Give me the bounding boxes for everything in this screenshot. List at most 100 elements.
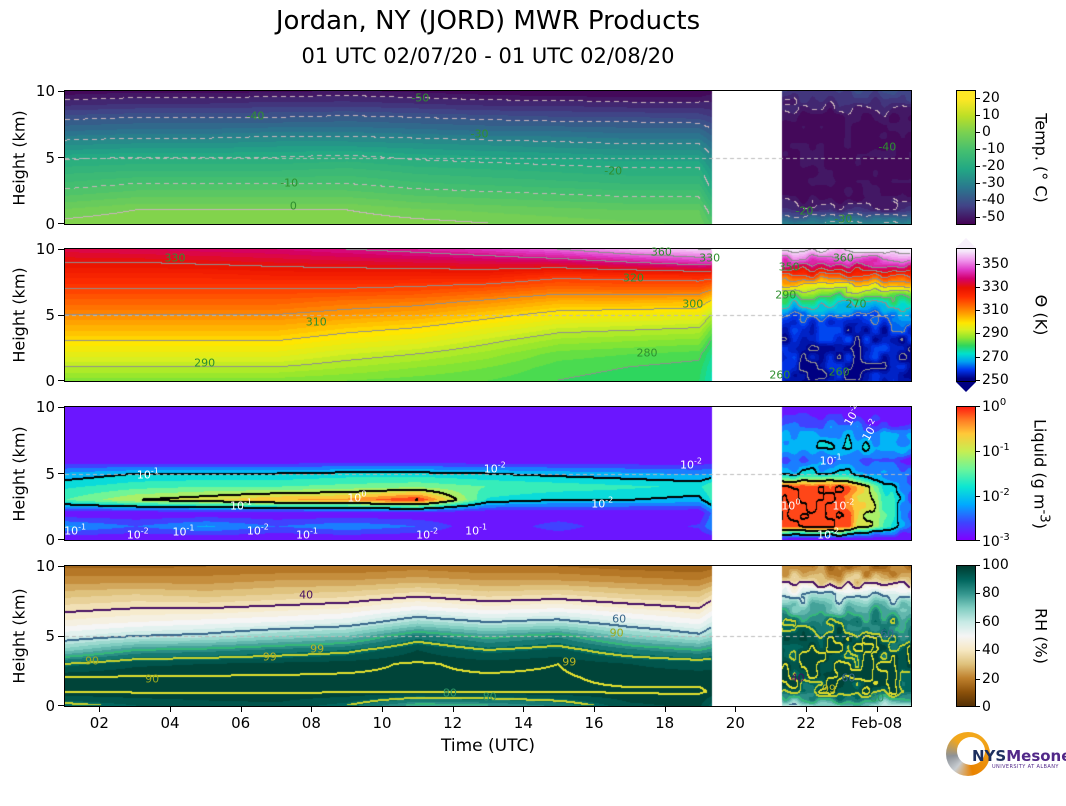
y-tick-label: 0 — [45, 531, 55, 549]
x-tick-label: 02 — [89, 714, 109, 732]
colorbar-tick — [976, 216, 980, 218]
x-tick — [523, 707, 525, 712]
colorbar-tick — [976, 379, 980, 381]
x-tick-label: 04 — [160, 714, 180, 732]
y-tick-label: 0 — [45, 215, 55, 233]
colorbar-tick — [976, 593, 980, 595]
colorbar-tick-label: 0 — [982, 699, 991, 715]
y-axis-title: Height (km) — [9, 109, 29, 206]
contour-label: 90 — [85, 654, 100, 667]
contour-label: 290 — [775, 288, 797, 302]
contour-label: 90 — [145, 672, 160, 686]
contour-label: 80 — [442, 686, 457, 700]
x-tick — [664, 707, 666, 712]
y-tick — [58, 705, 64, 706]
colorbar-rh — [956, 565, 976, 707]
y-tick — [58, 249, 64, 250]
x-tick-label: 20 — [725, 714, 745, 732]
colorbar-tick-label: 100 — [982, 557, 1009, 573]
colorbar-tick-label: 10-3 — [982, 532, 1010, 550]
contour-label: 270 — [845, 297, 867, 311]
x-tick-label: 08 — [301, 714, 321, 732]
colorbar-tick-label: 290 — [982, 325, 1009, 342]
mesonet-swirl-icon — [946, 732, 990, 776]
colorbar-tick — [976, 264, 980, 266]
x-axis-title: Time (UTC) — [441, 736, 535, 756]
colorbar-tick — [976, 451, 980, 452]
contour-label: 90 — [609, 626, 624, 639]
colorbar-title-temperature: Temp. (° C) — [1031, 112, 1051, 203]
contour-label: 280 — [636, 346, 658, 360]
x-tick — [452, 707, 454, 712]
contour-label: -30 — [834, 212, 853, 226]
colorbar-tick-label: 40 — [982, 642, 1000, 659]
y-tick-label: 10 — [35, 398, 55, 416]
colorbar-tick — [976, 406, 980, 407]
colorbar-tick-label: -10 — [982, 141, 1005, 158]
colorbar-tick-label: 10-2 — [982, 487, 1010, 505]
y-tick-label: 5 — [45, 306, 55, 324]
colorbar-tick-label: 330 — [982, 279, 1009, 296]
x-tick-label: 22 — [796, 714, 816, 732]
contour-label: 10-2 — [817, 526, 840, 542]
colorbar-tick — [976, 287, 980, 289]
colorbar-liquid — [956, 406, 976, 541]
colorbar-tick-label: 270 — [982, 348, 1009, 365]
x-tick — [240, 707, 242, 712]
colorbar-tick-label: 80 — [982, 585, 1000, 602]
contour-label: 99 — [821, 682, 836, 695]
contour-label: -40 — [246, 109, 265, 123]
nys-mesonet-logo: NYSMesonet UNIVERSITY AT ALBANY — [946, 724, 1066, 794]
contour-label: 0 — [289, 199, 297, 213]
colorbar-tick — [976, 706, 980, 707]
y-tick-label: 10 — [35, 82, 55, 100]
colorbar-tick — [976, 540, 980, 541]
contour-label: 10-1 — [465, 522, 488, 538]
y-tick — [58, 91, 64, 92]
y-tick-label: 0 — [45, 372, 55, 390]
y-tick-label: 10 — [35, 557, 55, 575]
colorbar-tick-label: 10-1 — [982, 442, 1010, 460]
colorbar-tick — [976, 115, 980, 117]
y-tick — [58, 473, 64, 474]
x-tick-label: 18 — [655, 714, 675, 732]
colorbar-tick — [976, 149, 980, 151]
contour-label: 10-2 — [591, 496, 614, 511]
contour-label: 10-2 — [126, 526, 149, 542]
contour-label: 60 — [841, 671, 856, 685]
colorbar-tick — [976, 165, 980, 167]
colorbar-tick — [976, 132, 980, 134]
y-tick — [58, 539, 64, 540]
panel-liquid-water: 10-1 10-2 10-2 10-1 10-2 10-2 100 10-1 10-2 100 10… — [10, 398, 912, 549]
contour-label: 320 — [623, 271, 644, 285]
contour-label: 60 — [612, 612, 627, 625]
contour-label: 80 — [482, 690, 497, 704]
y-axis-title: Height (km) — [9, 425, 29, 522]
panel-relative-humidity: 40 60 60 90 90 99 99 99 90 80 80 40 60 99 80 0 5 10 Height… — [10, 557, 912, 715]
contour-label: 60 — [880, 627, 895, 641]
colorbar-temperature — [956, 90, 976, 225]
x-tick-label: 06 — [231, 714, 251, 732]
colorbar-title-liquid: Liquid (g m-3) — [1030, 418, 1052, 529]
colorbar-tick — [976, 678, 980, 680]
logo-tagline: UNIVERSITY AT ALBANY — [992, 764, 1059, 770]
contour-label: 99 — [310, 642, 325, 656]
contour-label: 10-1 — [172, 524, 195, 539]
y-tick-label: 10 — [35, 240, 55, 258]
x-tick-label: 14 — [513, 714, 533, 732]
x-tick — [170, 707, 171, 712]
logo-mesonet: Mesonet — [1006, 747, 1066, 765]
y-tick — [58, 380, 64, 381]
colorbar-tick — [976, 496, 980, 497]
contour-label: 10-2 — [832, 497, 855, 513]
colorbar-tick-label: 100 — [982, 397, 1007, 415]
x-date-tick — [876, 707, 878, 712]
colorbar-tick-label: 60 — [982, 613, 1000, 630]
contour-label: 10-2 — [416, 526, 439, 542]
contour-label: 100 — [781, 497, 801, 513]
colorbar-title-theta: Θ (K) — [1031, 294, 1051, 336]
heatmap-canvas-rh — [65, 566, 911, 706]
colorbar-tick — [976, 182, 980, 184]
contour-label: -20 — [795, 204, 814, 218]
